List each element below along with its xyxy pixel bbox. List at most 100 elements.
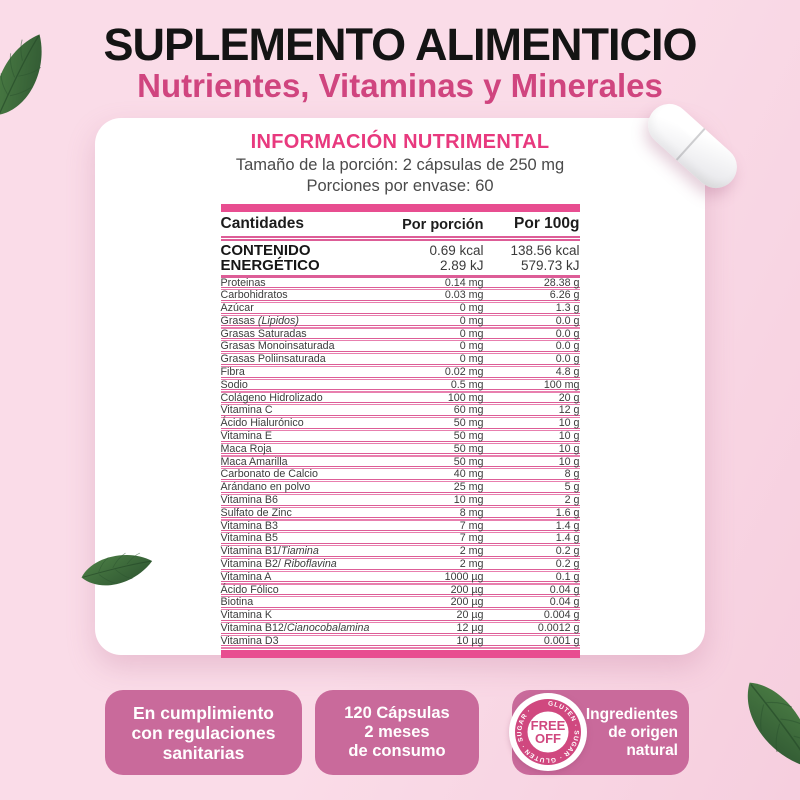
seal-off-text: OFF	[535, 731, 561, 746]
natural-line-1: Ingredientes	[585, 705, 678, 723]
table-row: Azúcar 0 mg 1.3 g	[221, 302, 580, 315]
energy-per-serving: 0.69 kcal 2.89 kJ	[429, 243, 484, 273]
table-row: Vitamina K 20 µg 0.004 g	[220, 609, 580, 622]
nutrient-name: Vitamina A	[220, 570, 272, 583]
row-divider	[220, 414, 580, 419]
free-off-seal-icon: GLUTEN · SUGAR · GLUTEN · SUGAR · FREE O…	[509, 693, 587, 771]
nutrient-per-100g: 1.3 g	[555, 302, 580, 315]
natural-ingredients-text: Ingredientes de origen natural	[578, 706, 678, 760]
table-row: Vitamina B5 7 mg 1.4 g	[221, 532, 580, 545]
nutrient-per-serving: 0 mg	[459, 302, 484, 315]
nutrient-per-100g: 10 g	[558, 417, 580, 430]
nutrient-per-100g: 10 g	[558, 430, 580, 443]
nutrient-per-serving: 0 mg	[459, 340, 484, 353]
table-row: Vitamina D3 10 µg 0.001 g	[221, 634, 580, 647]
energy-per-100g: 138.56 kcal 579.73 kJ	[510, 243, 580, 273]
leaf-decoration-bottom-right	[747, 682, 800, 769]
nutrient-per-serving: 20 µg	[456, 609, 484, 622]
nutrient-per-serving: 200 µg	[450, 583, 484, 596]
row-divider	[220, 427, 580, 432]
table-top-bar	[220, 204, 580, 212]
nutrient-per-100g: 1.4 g	[555, 532, 580, 545]
nutrient-name: Grasas Poliinsaturada	[220, 353, 326, 366]
natural-line-3: natural	[626, 741, 678, 759]
nutrient-per-100g: 0.0 g	[555, 353, 580, 366]
page-subtitle: Nutrientes, Vitaminas y Minerales	[137, 67, 663, 104]
nutrient-name: Vitamina B12/Cianocobalamina	[220, 622, 370, 635]
nutrient-per-100g: 0.1 g	[555, 570, 580, 583]
table-row: Maca Roja 50 mg 10 g	[221, 442, 580, 455]
nutrient-per-100g: 0.001 g	[543, 634, 580, 647]
nutrient-per-serving: 8 mg	[459, 506, 484, 519]
compliance-badge: En cumplimiento con regulaciones sanitar…	[105, 690, 302, 775]
row-divider	[220, 504, 580, 508]
servings-per-container: Porciones por envase: 60	[306, 176, 494, 195]
nutrient-name: Vitamina E	[220, 430, 273, 443]
table-row: Grasas Monoinsaturada 0 mg 0.0 g	[221, 340, 580, 353]
nutrient-per-100g: 2 g	[564, 494, 580, 507]
nutrient-rows: Proteinas 0.14 mg 28.38 g Carbohidratos …	[220, 276, 580, 649]
table-row: Ácido Fólico 200 µg 0.04 g	[221, 583, 580, 596]
nutrient-name: Grasas Saturadas	[220, 327, 307, 340]
table-row: Vitamina E 50 mg 10 g	[220, 430, 580, 443]
capsules-line-3: de consumo	[348, 742, 446, 760]
column-header-per-100g: Por 100g	[514, 215, 580, 232]
nutrient-name: Vitamina K	[220, 609, 273, 622]
serving-size: Tamaño de la porción: 2 cápsulas de 250 …	[235, 156, 565, 174]
row-divider	[220, 287, 580, 291]
nutrient-per-100g: 4.8 g	[555, 366, 580, 379]
capsules-line-1: 120 Cápsulas	[344, 704, 450, 722]
table-header-row: Cantidades Por porción Por 100g	[221, 212, 580, 236]
column-header-quantities: Cantidades	[220, 215, 305, 232]
nutrient-per-serving: 0.03 mg	[444, 289, 484, 302]
table-row: Arándano en polvo 25 mg 5 g	[221, 481, 580, 494]
row-divider	[220, 606, 580, 611]
page-title: SUPLEMENTO ALIMENTICIO	[103, 19, 697, 70]
table-row: Carbohidratos 0.03 mg 6.26 g	[220, 289, 580, 302]
table-row: Ácido Hialurónico 50 mg 10 g	[220, 417, 580, 430]
nutrient-per-100g: 8 g	[564, 468, 580, 481]
capsules-line-2: 2 meses	[364, 723, 430, 741]
nutrient-per-serving: 10 µg	[456, 634, 484, 647]
nutrient-per-100g: 10 g	[558, 455, 580, 468]
nutrient-name: Carbohidratos	[220, 289, 288, 302]
column-header-per-serving: Por porción	[402, 217, 484, 233]
nutrient-name: Vitamina B3	[220, 519, 278, 532]
nutrient-per-100g: 12 g	[558, 404, 580, 417]
nutrient-per-serving: 0 mg	[459, 314, 484, 327]
nutrient-per-100g: 0.2 g	[555, 545, 580, 558]
table-row: Vitamina C 60 mg 12 g	[221, 404, 580, 417]
row-divider	[220, 530, 580, 534]
nutrient-per-serving: 50 mg	[453, 442, 484, 455]
nutrient-per-serving: 200 µg	[450, 596, 484, 609]
nutrient-per-100g: 10 g	[558, 442, 580, 455]
nutrient-name: Grasas (Lipidos)	[220, 314, 299, 327]
nutrient-per-serving: 10 mg	[453, 494, 484, 507]
nutrient-name: Ácido Hialurónico	[220, 417, 304, 430]
nutrient-per-serving: 50 mg	[453, 417, 484, 430]
table-row: Proteinas 0.14 mg 28.38 g	[221, 276, 580, 289]
nutrient-per-serving: 25 mg	[453, 481, 484, 494]
nutrient-name: Colágeno Hidrolizado	[220, 391, 323, 404]
row-divider	[220, 466, 580, 470]
compliance-line-1: En cumplimiento	[133, 702, 274, 723]
table-row: Fibra 0.02 mg 4.8 g	[220, 366, 580, 379]
compliance-line-2: con regulaciones	[131, 722, 276, 743]
table-row: Grasas Poliinsaturada 0 mg 0.0 g	[220, 353, 580, 366]
panel-title: INFORMACIÓN NUTRIMENTAL	[250, 131, 550, 153]
nutrient-per-serving: 2 mg	[459, 545, 484, 558]
table-row: Maca Amarilla 50 mg 10 g	[221, 455, 580, 468]
nutrient-per-100g: 28.38 g	[543, 276, 580, 289]
row-divider	[220, 632, 580, 636]
nutrient-name: Carbonato de Calcio	[220, 468, 318, 481]
nutrient-per-serving: 0.5 mg	[450, 378, 484, 391]
natural-line-2: de origen	[608, 723, 678, 741]
nutrient-per-100g: 0.0012 g	[537, 622, 580, 635]
leaf-decoration-top-left	[0, 34, 42, 115]
energy-label: CONTENIDO ENERGÉTICO	[220, 242, 320, 274]
nutrient-name: Fibra	[220, 366, 245, 379]
table-row: Vitamina B3 7 mg 1.4 g	[220, 519, 580, 532]
nutrient-per-100g: 1.6 g	[555, 506, 580, 519]
energy-divider	[220, 275, 580, 278]
row-divider	[220, 619, 580, 624]
